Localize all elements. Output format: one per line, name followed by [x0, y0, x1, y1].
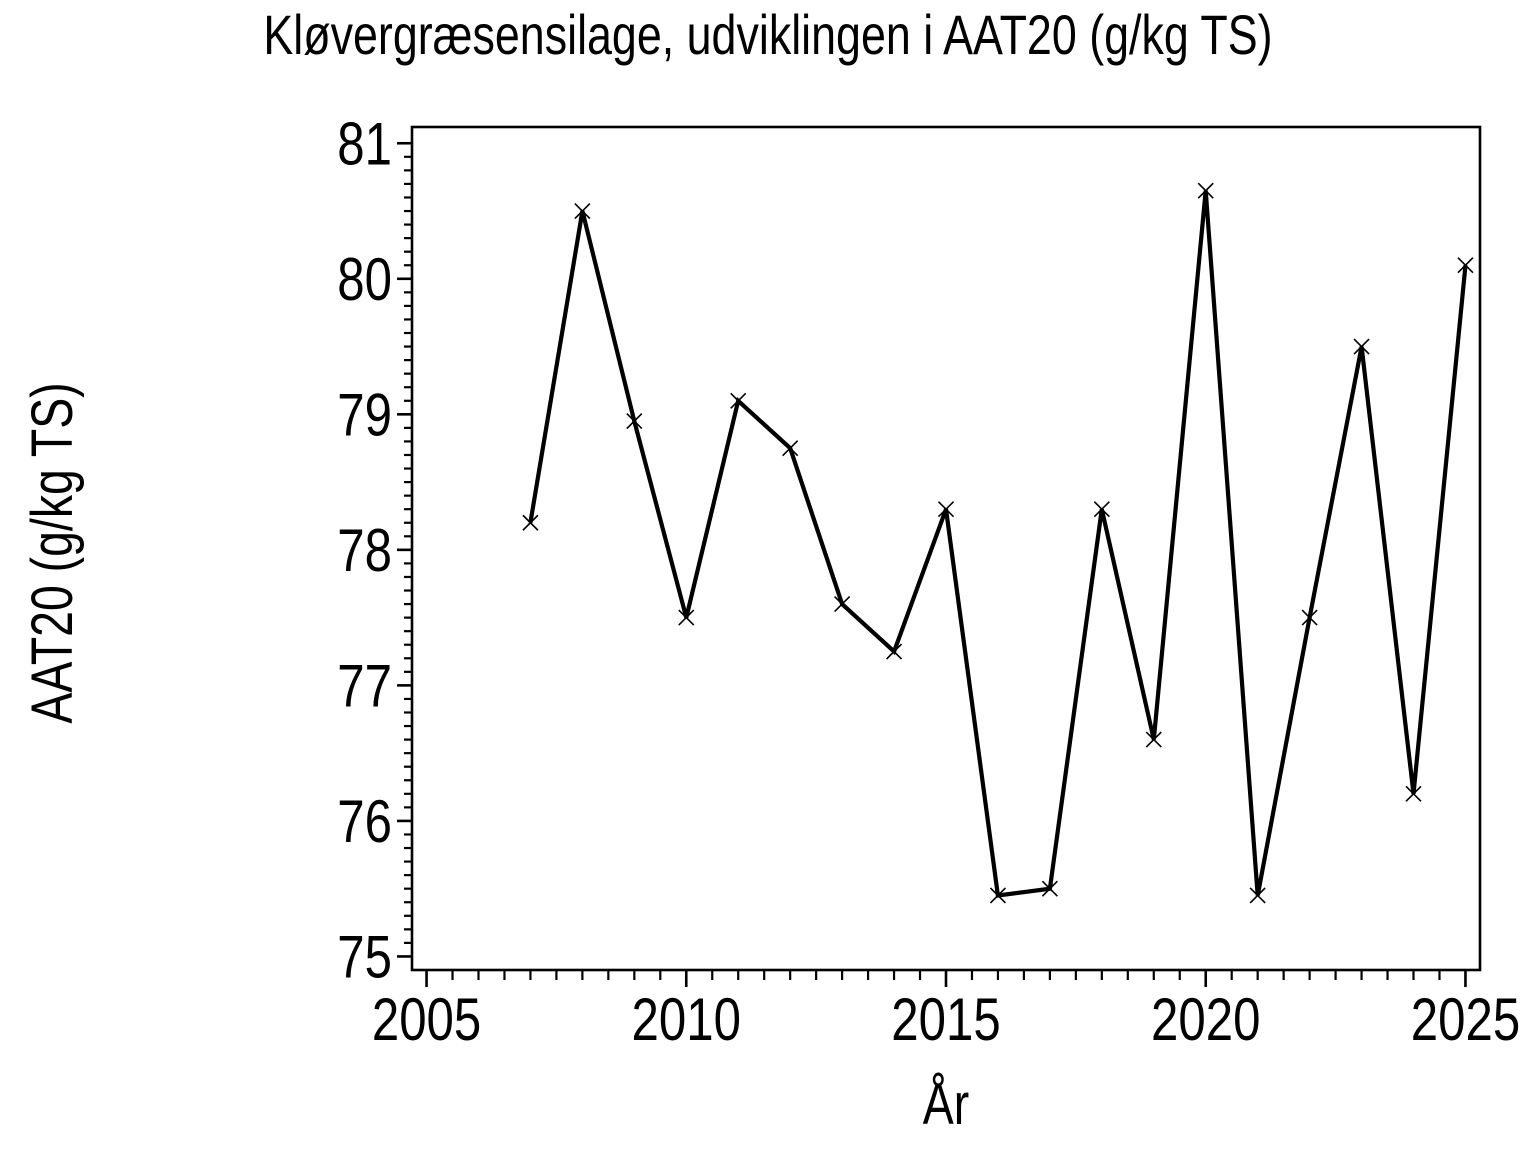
y-tick-label: 81: [337, 110, 392, 178]
y-tick-label: 75: [337, 923, 392, 991]
data-point-marker: [574, 202, 591, 220]
x-tick-label: 2010: [632, 985, 741, 1053]
plot-frame: [410, 125, 1482, 972]
y-tick-label: 76: [337, 787, 392, 855]
data-point-marker: [1249, 887, 1266, 904]
data-point-marker: [522, 514, 539, 531]
x-axis-title: År: [923, 1072, 969, 1137]
y-tick-label: 77: [337, 652, 392, 720]
y-tick-label: 80: [337, 245, 392, 313]
chart-title: Kløvergræsensilage, udviklingen i AAT20 …: [263, 3, 1272, 66]
data-point-marker: [885, 643, 903, 660]
y-tick-label: 79: [337, 381, 392, 449]
data-point-marker: [678, 609, 695, 626]
x-tick-label: 2025: [1411, 985, 1520, 1053]
data-point-marker: [782, 440, 799, 457]
data-point-marker: [834, 596, 851, 613]
data-point-marker: [730, 392, 747, 409]
y-axis-title: AAT20 (g/kg TS): [20, 382, 85, 723]
y-tick-label: 78: [337, 516, 392, 584]
data-point-marker: [1457, 257, 1474, 274]
x-tick-label: 2005: [372, 985, 481, 1053]
data-point-marker: [1145, 731, 1162, 748]
data-point-marker: [1353, 338, 1370, 355]
data-point-marker: [1093, 501, 1110, 518]
data-point-marker: [1197, 182, 1214, 199]
data-point-marker: [1405, 785, 1422, 802]
data-point-marker: [626, 413, 643, 430]
data-point-marker: [989, 887, 1007, 904]
data-point-marker: [1301, 609, 1318, 626]
data-point-marker: [1041, 880, 1058, 897]
plot-area: 75 76 77 78 79 80 81 2005 2010 2015 2020 2025: [337, 110, 1520, 1054]
data-point-marker: [937, 501, 955, 518]
data-series-line: [528, 190, 1468, 898]
x-tick-label: 2015: [891, 985, 1000, 1053]
x-tick-label: 2020: [1151, 985, 1260, 1053]
